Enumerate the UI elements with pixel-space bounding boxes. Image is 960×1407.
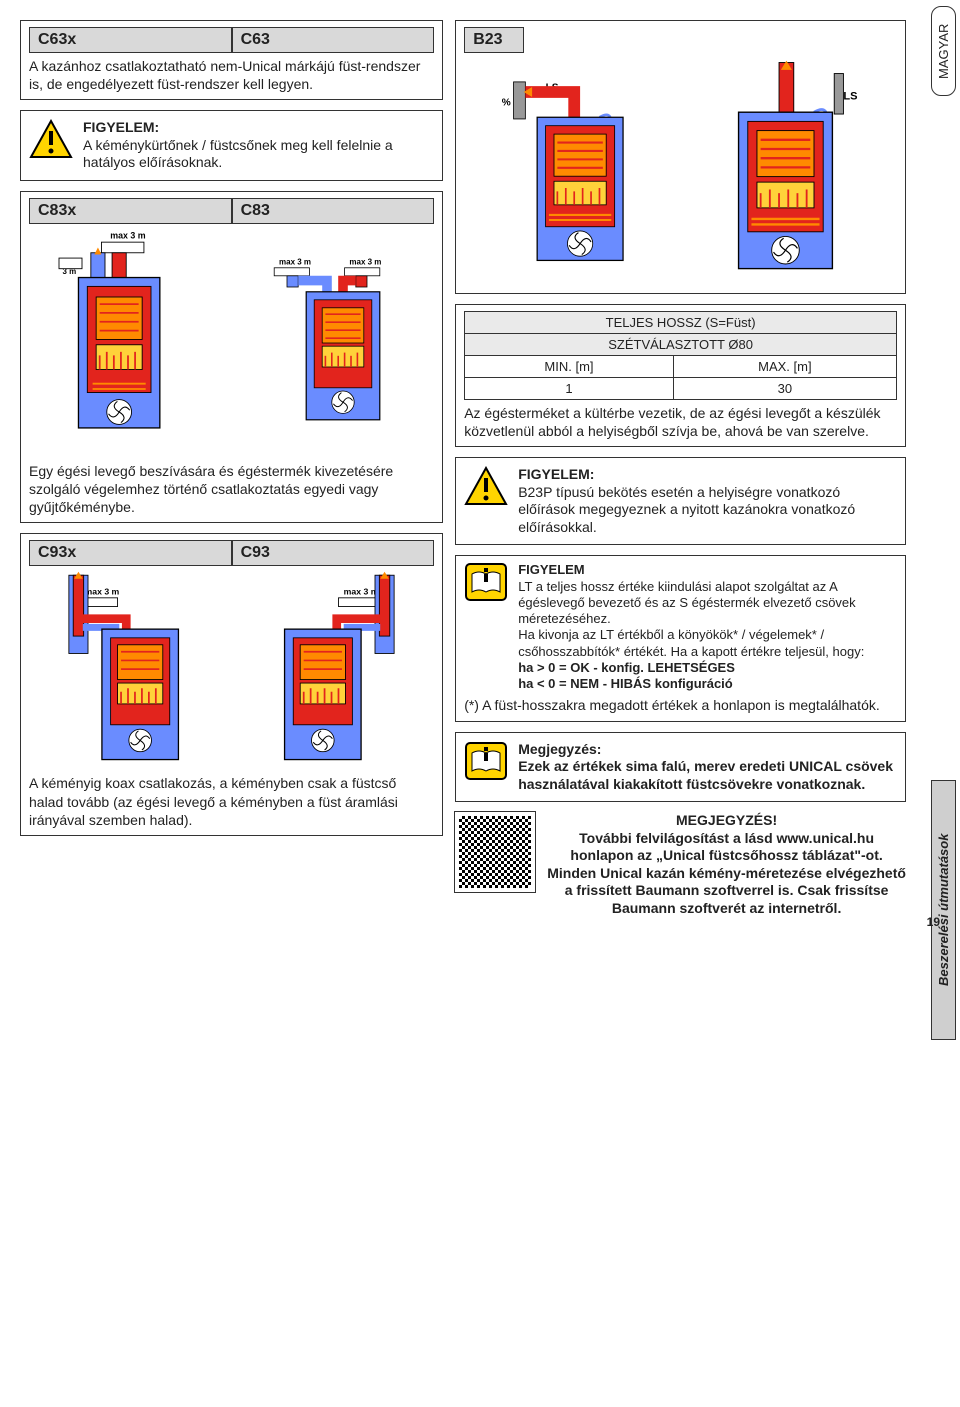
warn1-title: FIGYELEM: (83, 119, 159, 135)
c83-boiler-left: max 3 m max 3 m (48, 228, 208, 458)
svg-text:max 3 m: max 3 m (349, 257, 381, 266)
warn-b23p-title: FIGYELEM: (518, 466, 594, 482)
length-table-box: TELJES HOSSZ (S=Füst) SZÉTVÁLASZTOTT Ø80… (455, 304, 906, 447)
qr-note-row: MEGJEGYZÉS! További felvilágosítást a lá… (455, 812, 906, 917)
note-text: Ezek az értékek sima falú, merev eredeti… (518, 758, 893, 792)
book-info-icon (464, 741, 508, 781)
c83-text: Egy égési levegő beszívására és égésterm… (29, 462, 434, 517)
c63-box: C63x C63 A kazánhoz csatlakoztatható nem… (20, 20, 443, 100)
lt-min-v: 1 (465, 378, 674, 400)
warn-b23p-box: FIGYELEM: B23P típusú bekötés esetén a h… (455, 457, 906, 545)
c93x-heading: C93x (29, 540, 232, 566)
svg-text:LS: LS (843, 90, 857, 102)
b23-boiler-left: % LS (490, 57, 650, 287)
warning-icon (29, 119, 73, 159)
c63x-heading: C63x (29, 27, 232, 53)
qr-code (455, 812, 535, 892)
c83-heading: C83 (232, 198, 435, 224)
c83x-heading: C83x (29, 198, 232, 224)
warn-chimney-box: FIGYELEM: A kéménykürtőnek / füstcsőnek … (20, 110, 443, 181)
language-tab: MAGYAR (931, 6, 956, 96)
lt-max-h: MAX. [m] (673, 356, 896, 378)
page-number: 19 (927, 915, 940, 929)
lt-ok: ha > 0 = OK - konfig. LEHETSÉGES (518, 660, 735, 675)
c93-heading: C93 (232, 540, 435, 566)
lt-foot: (*) A füst-hosszakra megadott értékek a … (464, 696, 897, 714)
c63-text: A kazánhoz csatlakoztatható nem-Unical m… (29, 57, 434, 93)
c63-heading: C63 (232, 27, 435, 53)
qr-l1: További felvilágosítást a lásd www.unica… (570, 830, 882, 864)
lt-info-box: FIGYELEM LT a teljes hossz értéke kiindu… (455, 555, 906, 721)
length-table: TELJES HOSSZ (S=Füst) SZÉTVÁLASZTOTT Ø80… (464, 311, 897, 400)
lt-bad: ha < 0 = NEM - HIBÁS konfiguráció (518, 676, 733, 691)
svg-text:max 3 m: max 3 m (344, 587, 379, 597)
b23-boiler-right: LS (711, 57, 871, 287)
note-title: Megjegyzés: (518, 741, 601, 757)
lt-min-h: MIN. [m] (465, 356, 674, 378)
b23-heading: B23 (464, 27, 524, 53)
lt-sub: SZÉTVÁLASZTOTT Ø80 (465, 334, 897, 356)
svg-text:max 3 m: max 3 m (279, 257, 311, 266)
c93-box: C93x C93 max 3 m (20, 533, 443, 836)
note-box: Megjegyzés: Ezek az értékek sima falú, m… (455, 732, 906, 803)
c83-boiler-right: max 3 m max 3 m (255, 228, 415, 458)
book-info-icon (464, 562, 508, 602)
warn-b23p-text: B23P típusú bekötés esetén a helyiségre … (518, 484, 855, 535)
lt-text: Az égésterméket a kültérbe vezetik, de a… (464, 404, 897, 440)
qr-l2: Minden Unical kazán kémény-méretezése el… (547, 865, 906, 916)
c93-boiler-right: max 3 m (265, 570, 405, 770)
warn1-text: A kéménykürtőnek / füstcsőnek meg kell f… (83, 137, 393, 171)
lt-title: TELJES HOSSZ (S=Füst) (465, 312, 897, 334)
lt-l1: LT a teljes hossz értéke kiindulási alap… (518, 579, 855, 627)
lt-l2: Ha kivonja az LT értékből a könyökök* / … (518, 627, 864, 658)
lt-max-v: 30 (673, 378, 896, 400)
c93-boiler-left: max 3 m (58, 570, 198, 770)
svg-text:%: % (502, 97, 511, 108)
section-tab: Beszerelési útmutatások (931, 780, 956, 1040)
qr-title: MEGJEGYZÉS! (676, 812, 777, 828)
svg-text:max 3 m: max 3 m (111, 230, 146, 240)
b23-box: B23 % LS (455, 20, 906, 294)
c93-text: A kéményig koax csatlakozás, a kéményben… (29, 774, 434, 829)
warning-icon (464, 466, 508, 506)
lt-title2: FIGYELEM (518, 562, 584, 577)
c83-box: C83x C83 max 3 m max 3 m (20, 191, 443, 524)
svg-text:max 3 m: max 3 m (85, 587, 120, 597)
